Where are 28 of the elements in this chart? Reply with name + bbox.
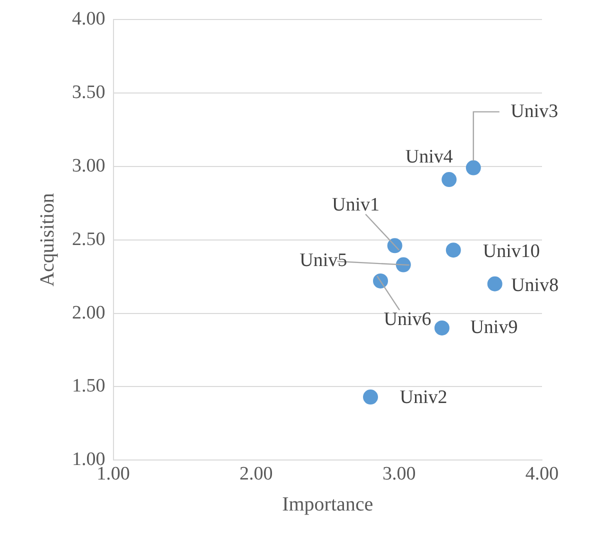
point xyxy=(487,276,502,292)
annotation: Univ8 xyxy=(511,274,559,296)
point xyxy=(434,320,450,336)
y-tick-label: 2.00 xyxy=(72,302,106,324)
point xyxy=(387,238,402,254)
annotation: Univ1 xyxy=(332,194,380,216)
y-tick-label: 3.50 xyxy=(72,82,106,103)
point xyxy=(446,242,461,258)
y-tick-label: 1.50 xyxy=(72,376,106,397)
y-tick-label: 3.00 xyxy=(72,155,106,176)
x-tick-label: 3.00 xyxy=(382,464,416,485)
annotation: Univ2 xyxy=(400,387,448,408)
y-tick-label: 2.50 xyxy=(72,228,106,250)
point xyxy=(396,257,411,272)
x-tick-label: 4.00 xyxy=(525,464,559,485)
annotation: Univ5 xyxy=(300,250,348,271)
annotation: Univ3 xyxy=(510,100,558,122)
annotation: Univ6 xyxy=(384,308,432,330)
point xyxy=(442,172,457,188)
point xyxy=(363,390,378,405)
annotation: Univ4 xyxy=(405,146,454,168)
y-axis-title: Acquisition xyxy=(36,193,58,286)
annotation: Univ10 xyxy=(482,241,540,262)
x-tick-label: 2.00 xyxy=(240,464,273,485)
x-axis-title: Importance xyxy=(282,493,374,516)
y-tick-label: 4.00 xyxy=(72,8,106,30)
point xyxy=(466,160,481,176)
annotation: Univ9 xyxy=(470,316,518,338)
